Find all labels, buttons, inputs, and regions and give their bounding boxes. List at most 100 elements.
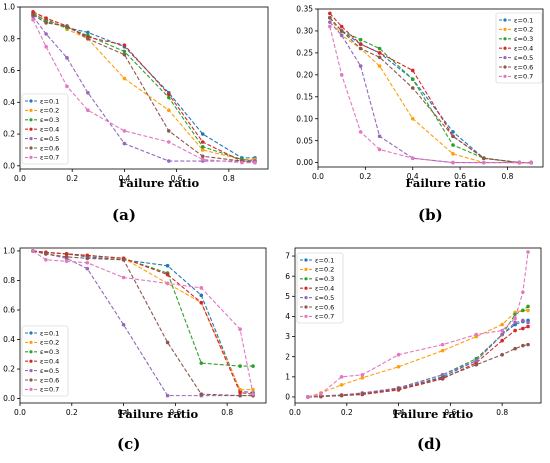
- xtick-label-d-0: 0.0: [289, 408, 301, 417]
- legend-label-d-2: ε=0.3: [315, 275, 334, 283]
- legend-marker-c-0: [29, 331, 33, 335]
- point-d-6-7: [500, 328, 504, 333]
- legend-marker-d-4: [304, 296, 308, 300]
- legend-label-c-0: ε=0.1: [40, 329, 59, 337]
- legend-d: [296, 252, 344, 324]
- point-a-6-7: [240, 160, 244, 165]
- legend-label-d-1: ε=0.2: [315, 266, 334, 274]
- point-a-2-5: [167, 95, 171, 100]
- point-a-1-4: [122, 76, 127, 81]
- point-b-4-3: [377, 134, 382, 139]
- point-d-5-9: [521, 343, 525, 348]
- panel-label-b: (b): [418, 206, 443, 224]
- point-c-0-5: [165, 263, 170, 268]
- legend-label-a-1: ε=0.2: [40, 107, 59, 115]
- xtick-label-a-4: 0.8: [223, 174, 235, 183]
- point-d-4-10: [526, 320, 530, 325]
- point-b-0-5: [451, 130, 455, 134]
- ytick-label-a-0: 0.0: [3, 161, 15, 170]
- point-a-5-4: [122, 52, 127, 57]
- ytick-label-d-1: 1: [285, 372, 290, 381]
- point-b-5-4: [410, 86, 415, 90]
- point-b-4-1: [339, 33, 344, 38]
- point-d-6-6: [474, 332, 479, 337]
- point-b-5-2: [358, 46, 363, 51]
- ytick-label-d-0: 0: [285, 393, 290, 402]
- point-b-6-0: [328, 24, 332, 29]
- x-axis-label-a: Failure ratio: [119, 176, 200, 190]
- point-a-5-2: [65, 24, 69, 28]
- point-d-4-7: [500, 332, 504, 337]
- point-d-6-1: [319, 392, 323, 396]
- legend-b: [495, 12, 543, 84]
- panel-d: 0.0 0.2 0.4 0.6 0.8 0 1 2 3 4 5 6 7 Failure ratio ε=0.…: [275, 231, 550, 459]
- point-d-1-5: [440, 348, 445, 353]
- ytick-label-b-7: 0.35: [296, 5, 313, 14]
- point-d-5-8: [513, 346, 517, 351]
- legend-marker-d-0: [304, 258, 308, 262]
- legend-marker-c-5: [29, 378, 33, 382]
- point-d-4-5: [440, 373, 445, 377]
- legend-marker-d-5: [304, 305, 308, 309]
- point-d-5-2: [339, 393, 344, 398]
- point-a-6-3: [86, 108, 90, 113]
- point-c-4-4: [121, 322, 126, 327]
- legend-label-b-2: ε=0.3: [514, 35, 533, 43]
- point-c-2-8: [251, 364, 255, 368]
- point-a-3-4: [122, 43, 127, 47]
- point-a-2-4: [122, 49, 127, 54]
- panel-b: 0.0 0.2 0.4 0.6 0.8 0.00 0.05 0.10 0.15 0.20 0.25 0…: [275, 0, 550, 229]
- point-a-6-1: [44, 44, 48, 49]
- legend-label-c-2: ε=0.3: [40, 348, 59, 356]
- point-b-2-5: [451, 143, 455, 147]
- point-c-5-2: [64, 255, 69, 259]
- chart-c: 0.0 0.2 0.4 0.6 0.8 0.0 0.2 0.4 0.6 0.8 1.0 Failure…: [3, 247, 267, 421]
- legend-marker-a-3: [29, 127, 33, 131]
- xtick-label-d-2: 0.4: [393, 408, 405, 417]
- point-a-6-5: [167, 140, 171, 144]
- xtick-label-c-1: 0.2: [66, 408, 78, 417]
- xtick-label-b-3: 0.6: [454, 172, 466, 181]
- legend-label-d-4: ε=0.5: [315, 294, 334, 302]
- point-a-4-3: [86, 90, 90, 95]
- point-b-6-5: [451, 160, 455, 165]
- point-b-2-3: [377, 46, 382, 51]
- ytick-label-a-1: 0.2: [3, 130, 15, 139]
- point-d-2-10: [526, 304, 530, 309]
- point-b-5-5: [451, 134, 455, 139]
- point-c-6-5: [165, 281, 170, 286]
- point-c-3-7: [238, 390, 242, 395]
- x-axis-label-d: Failure ratio: [393, 407, 474, 421]
- point-b-3-0: [328, 11, 332, 16]
- point-b-5-1: [339, 29, 344, 33]
- point-a-5-1: [44, 21, 48, 25]
- point-c-6-1: [44, 258, 48, 262]
- point-d-5-6: [474, 362, 479, 367]
- legend-c: [21, 325, 69, 397]
- ytick-label-b-2: 0.10: [296, 114, 313, 123]
- point-d-6-5: [440, 342, 445, 347]
- point-a-6-4: [122, 129, 127, 133]
- point-a-2-6: [200, 144, 205, 149]
- ytick-label-a-3: 0.6: [3, 66, 15, 75]
- chart-a: 0.0 0.2 0.4 0.6 0.8 0.0 0.2 0.4 0.6 0.8 1.0 Failure…: [3, 3, 269, 190]
- legend-marker-a-2: [29, 118, 33, 122]
- series-line-a-6: [32, 19, 255, 164]
- point-b-1-5: [451, 152, 455, 156]
- point-c-6-0: [31, 249, 35, 253]
- legend-label-c-6: ε=0.7: [40, 386, 59, 394]
- point-b-6-4: [410, 156, 415, 161]
- point-b-6-8: [529, 160, 533, 165]
- point-c-6-4: [121, 275, 126, 280]
- legend-marker-c-3: [29, 359, 33, 363]
- point-a-0-6: [200, 132, 205, 136]
- legend-marker-c-1: [29, 340, 33, 344]
- point-d-6-9: [521, 290, 525, 295]
- point-a-5-0: [31, 13, 35, 17]
- ytick-label-b-1: 0.05: [296, 136, 313, 145]
- point-c-3-3: [85, 253, 90, 258]
- point-a-1-6: [200, 148, 205, 152]
- ytick-label-a-5: 1.0: [3, 3, 15, 12]
- ytick-label-d-2: 2: [285, 352, 290, 361]
- point-c-3-5: [165, 272, 170, 277]
